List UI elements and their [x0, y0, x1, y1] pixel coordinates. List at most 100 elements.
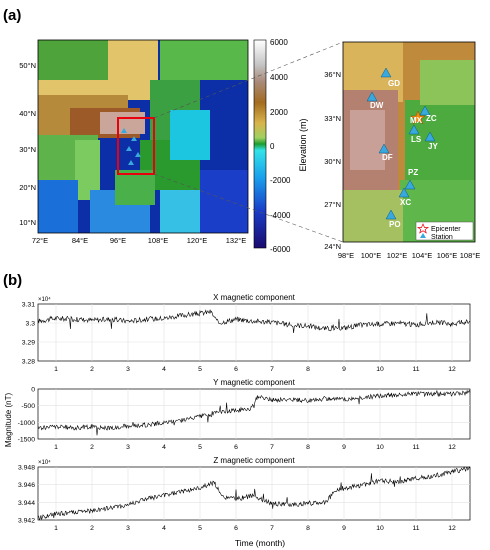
x-tick-label: 5	[198, 525, 202, 532]
station-label: DW	[370, 101, 384, 110]
main-lat-tick: 30°N	[19, 145, 36, 154]
legend-station: Station	[431, 234, 453, 241]
y-tick-label: 3.31	[22, 302, 35, 309]
x-tick-label: 12	[448, 366, 456, 373]
x-tick-label: 7	[270, 525, 274, 532]
panel-b-label: (b)	[3, 272, 22, 289]
connector-line	[153, 41, 344, 119]
axis-exponent: ×10⁴	[38, 459, 51, 466]
main-lat-tick: 10°N	[19, 218, 36, 227]
legend-epicenter: Epicenter	[431, 226, 461, 233]
y-tick-label: 3.29	[22, 340, 35, 347]
signal-series	[37, 389, 471, 436]
x-tick-label: 7	[270, 366, 274, 373]
x-tick-label: 11	[412, 525, 419, 532]
y-tick-label: 3.28	[22, 359, 35, 366]
colorbar-tick: 4000	[270, 73, 288, 82]
y-tick-label: -1000	[18, 420, 36, 427]
inset-lat-tick: 36°N	[324, 70, 341, 79]
inset-map: GD DW ZC MX JY DF LS PZ XC PO Epicenter …	[324, 41, 481, 260]
x-tick-label: 11	[412, 444, 419, 451]
inset-lon-tick: 104°E	[412, 251, 433, 260]
main-lon-tick: 84°E	[72, 236, 88, 245]
main-map: 50°N 40°N 30°N 20°N 10°N 72°E 84°E 96°E …	[19, 39, 249, 245]
x-tick-label: 6	[234, 444, 238, 451]
x-tick-label: 12	[448, 444, 456, 451]
main-lon-tick: 96°E	[110, 236, 126, 245]
plot-frame	[37, 388, 471, 440]
x-tick-label: 8	[306, 366, 310, 373]
plot-title: Y magnetic component	[213, 378, 295, 387]
connector-line	[153, 173, 344, 243]
epicenter-legend-icon	[416, 223, 430, 234]
x-tick-label: 1	[54, 366, 58, 373]
colorbar-label: Elevation (m)	[298, 118, 308, 171]
x-tick-label: 5	[198, 444, 202, 451]
main-lon-tick: 120°E	[187, 236, 208, 245]
x-tick-label: 1	[54, 525, 58, 532]
x-tick-label: 4	[162, 366, 166, 373]
station-markers	[366, 67, 436, 220]
epicenter-star	[410, 110, 426, 125]
colorbar-tick: -6000	[270, 245, 291, 254]
inset-lat-tick: 24°N	[324, 242, 341, 251]
station-label: PO	[389, 220, 401, 229]
x-tick-label: 8	[306, 444, 310, 451]
x-tick-label: 2	[90, 525, 94, 532]
study-area-box	[117, 117, 155, 175]
colorbar-tick: 0	[270, 142, 275, 151]
signal-series	[37, 309, 471, 334]
y-tick-label: 3.948	[18, 465, 35, 472]
x-tick-label: 12	[448, 525, 456, 532]
x-axis-label: Time (month)	[235, 538, 285, 548]
x-tick-label: 5	[198, 366, 202, 373]
main-lon-tick: 132°E	[226, 236, 247, 245]
x-tick-label: 10	[376, 366, 384, 373]
plot-frame	[37, 303, 471, 362]
x-tick-label: 1	[54, 444, 58, 451]
plot-title: X magnetic component	[213, 293, 296, 302]
x-tick-label: 10	[376, 444, 384, 451]
x-tick-label: 9	[342, 444, 346, 451]
station-label: DF	[382, 153, 393, 162]
x-tick-label: 10	[376, 525, 384, 532]
y-tick-label: 3.946	[18, 482, 35, 489]
inset-lon-tick: 108°E	[460, 251, 481, 260]
station-label: XC	[400, 198, 411, 207]
elevation-colorbar: 6000 4000 2000 0 -2000 -4000 -6000 Eleva…	[253, 38, 308, 254]
y-axis-label: Magnitude (nT)	[4, 393, 13, 448]
axis-exponent: ×10⁴	[38, 296, 51, 303]
y-tick-label: -500	[21, 403, 35, 410]
inset-lat-tick: 33°N	[324, 114, 341, 123]
x-tick-label: 7	[270, 444, 274, 451]
inset-lat-tick: 27°N	[324, 200, 341, 209]
colorbar-tick: -4000	[270, 211, 291, 220]
x-tick-label: 4	[162, 525, 166, 532]
y-tick-label: 0	[31, 387, 35, 394]
station-label: LS	[411, 135, 422, 144]
x-tick-label: 6	[234, 525, 238, 532]
y-tick-label: 3.3	[26, 321, 36, 328]
x-tick-label: 3	[126, 444, 130, 451]
y-tick-label: -1500	[18, 437, 36, 444]
station-label: MX	[410, 116, 423, 125]
inset-lat-tick: 30°N	[324, 157, 341, 166]
x-tick-label: 11	[412, 366, 419, 373]
x-tick-label: 6	[234, 366, 238, 373]
station-label: PZ	[408, 168, 418, 177]
x-tick-label: 9	[342, 366, 346, 373]
colorbar-tick: 2000	[270, 108, 288, 117]
x-tick-label: 2	[90, 444, 94, 451]
x-tick-label: 2	[90, 366, 94, 373]
x-tick-label: 8	[306, 525, 310, 532]
inset-lon-tick: 98°E	[338, 251, 354, 260]
colorbar-tick: -2000	[270, 176, 291, 185]
x-tick-label: 3	[126, 525, 130, 532]
signal-series	[37, 466, 471, 521]
main-lon-tick: 72°E	[32, 236, 48, 245]
station-label: JY	[428, 142, 438, 151]
